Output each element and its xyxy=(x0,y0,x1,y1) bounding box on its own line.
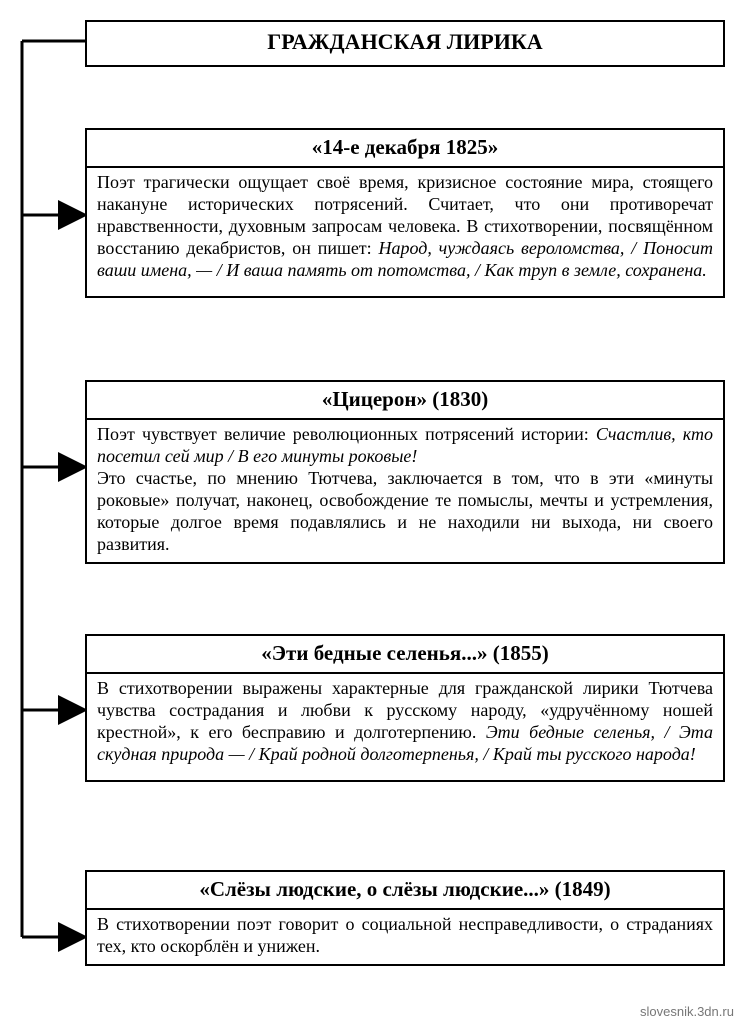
entry-box: «Эти бедные селенья...» (1855)В стихотво… xyxy=(85,634,725,782)
entry-title: «Цицерон» (1830) xyxy=(87,382,723,420)
entry-body: В стихотворении поэт говорит о социально… xyxy=(87,910,723,964)
entry-body-text: В стихотворении поэт говорит о социально… xyxy=(97,914,713,956)
entry-box: «Слёзы людские, о слёзы людские...» (184… xyxy=(85,870,725,966)
entry-body: В стихотворении выражены характерные для… xyxy=(87,674,723,772)
entry-title: «Слёзы людские, о слёзы людские...» (184… xyxy=(87,872,723,910)
entry-body-text: Это счастье, по мнению Тютчева, заключае… xyxy=(97,468,713,554)
main-title: ГРАЖДАНСКАЯ ЛИРИКА xyxy=(85,20,725,67)
entry-body: Поэт чувствует величие революционных пот… xyxy=(87,420,723,562)
diagram-page: ГРАЖДАНСКАЯ ЛИРИКА «14-е декабря 1825»По… xyxy=(0,0,749,1024)
watermark: slovesnik.3dn.ru xyxy=(640,1004,734,1019)
entry-body: Поэт трагически ощущает своё время, криз… xyxy=(87,168,723,288)
entry-box: «Цицерон» (1830) Поэт чувствует величие р… xyxy=(85,380,725,564)
entry-title: «14-е декабря 1825» xyxy=(87,130,723,168)
entry-box: «14-е декабря 1825»Поэт трагически ощуща… xyxy=(85,128,725,298)
entry-body-text: Поэт чувствует величие революционных пот… xyxy=(97,424,596,444)
entry-title: «Эти бедные селенья...» (1855) xyxy=(87,636,723,674)
